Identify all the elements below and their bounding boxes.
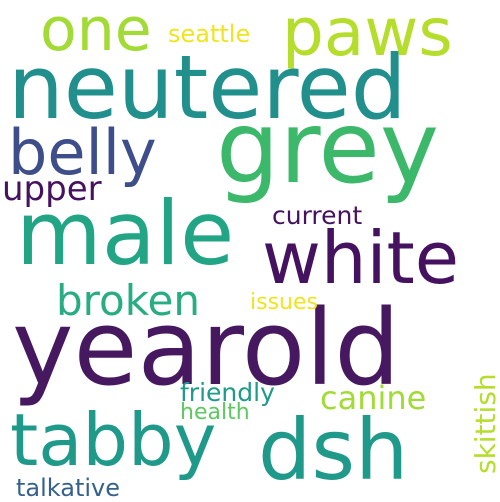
word-health: health <box>180 400 250 425</box>
word-belly: belly <box>8 116 157 189</box>
word-paws: paws <box>282 0 453 71</box>
word-skittish: skittish <box>469 373 500 474</box>
word-talkative: talkative <box>16 474 121 502</box>
word-seattle: seattle <box>168 20 251 48</box>
word-male: male <box>16 182 235 285</box>
word-neutered: neutered <box>8 36 407 139</box>
word-broken: broken <box>56 276 200 325</box>
word-yearold: yearold <box>12 287 401 409</box>
word-current: current <box>272 201 363 230</box>
word-tabby: tabby <box>10 398 217 482</box>
word-grey: grey <box>216 89 440 206</box>
word-canine: canine <box>320 379 427 417</box>
word-friendly: friendly <box>180 378 275 407</box>
word-white: white <box>262 216 460 300</box>
word-upper: upper <box>2 169 102 209</box>
word-issues: issues <box>250 290 318 315</box>
word-dsh: dsh <box>258 401 409 499</box>
word-one: one <box>40 0 152 65</box>
